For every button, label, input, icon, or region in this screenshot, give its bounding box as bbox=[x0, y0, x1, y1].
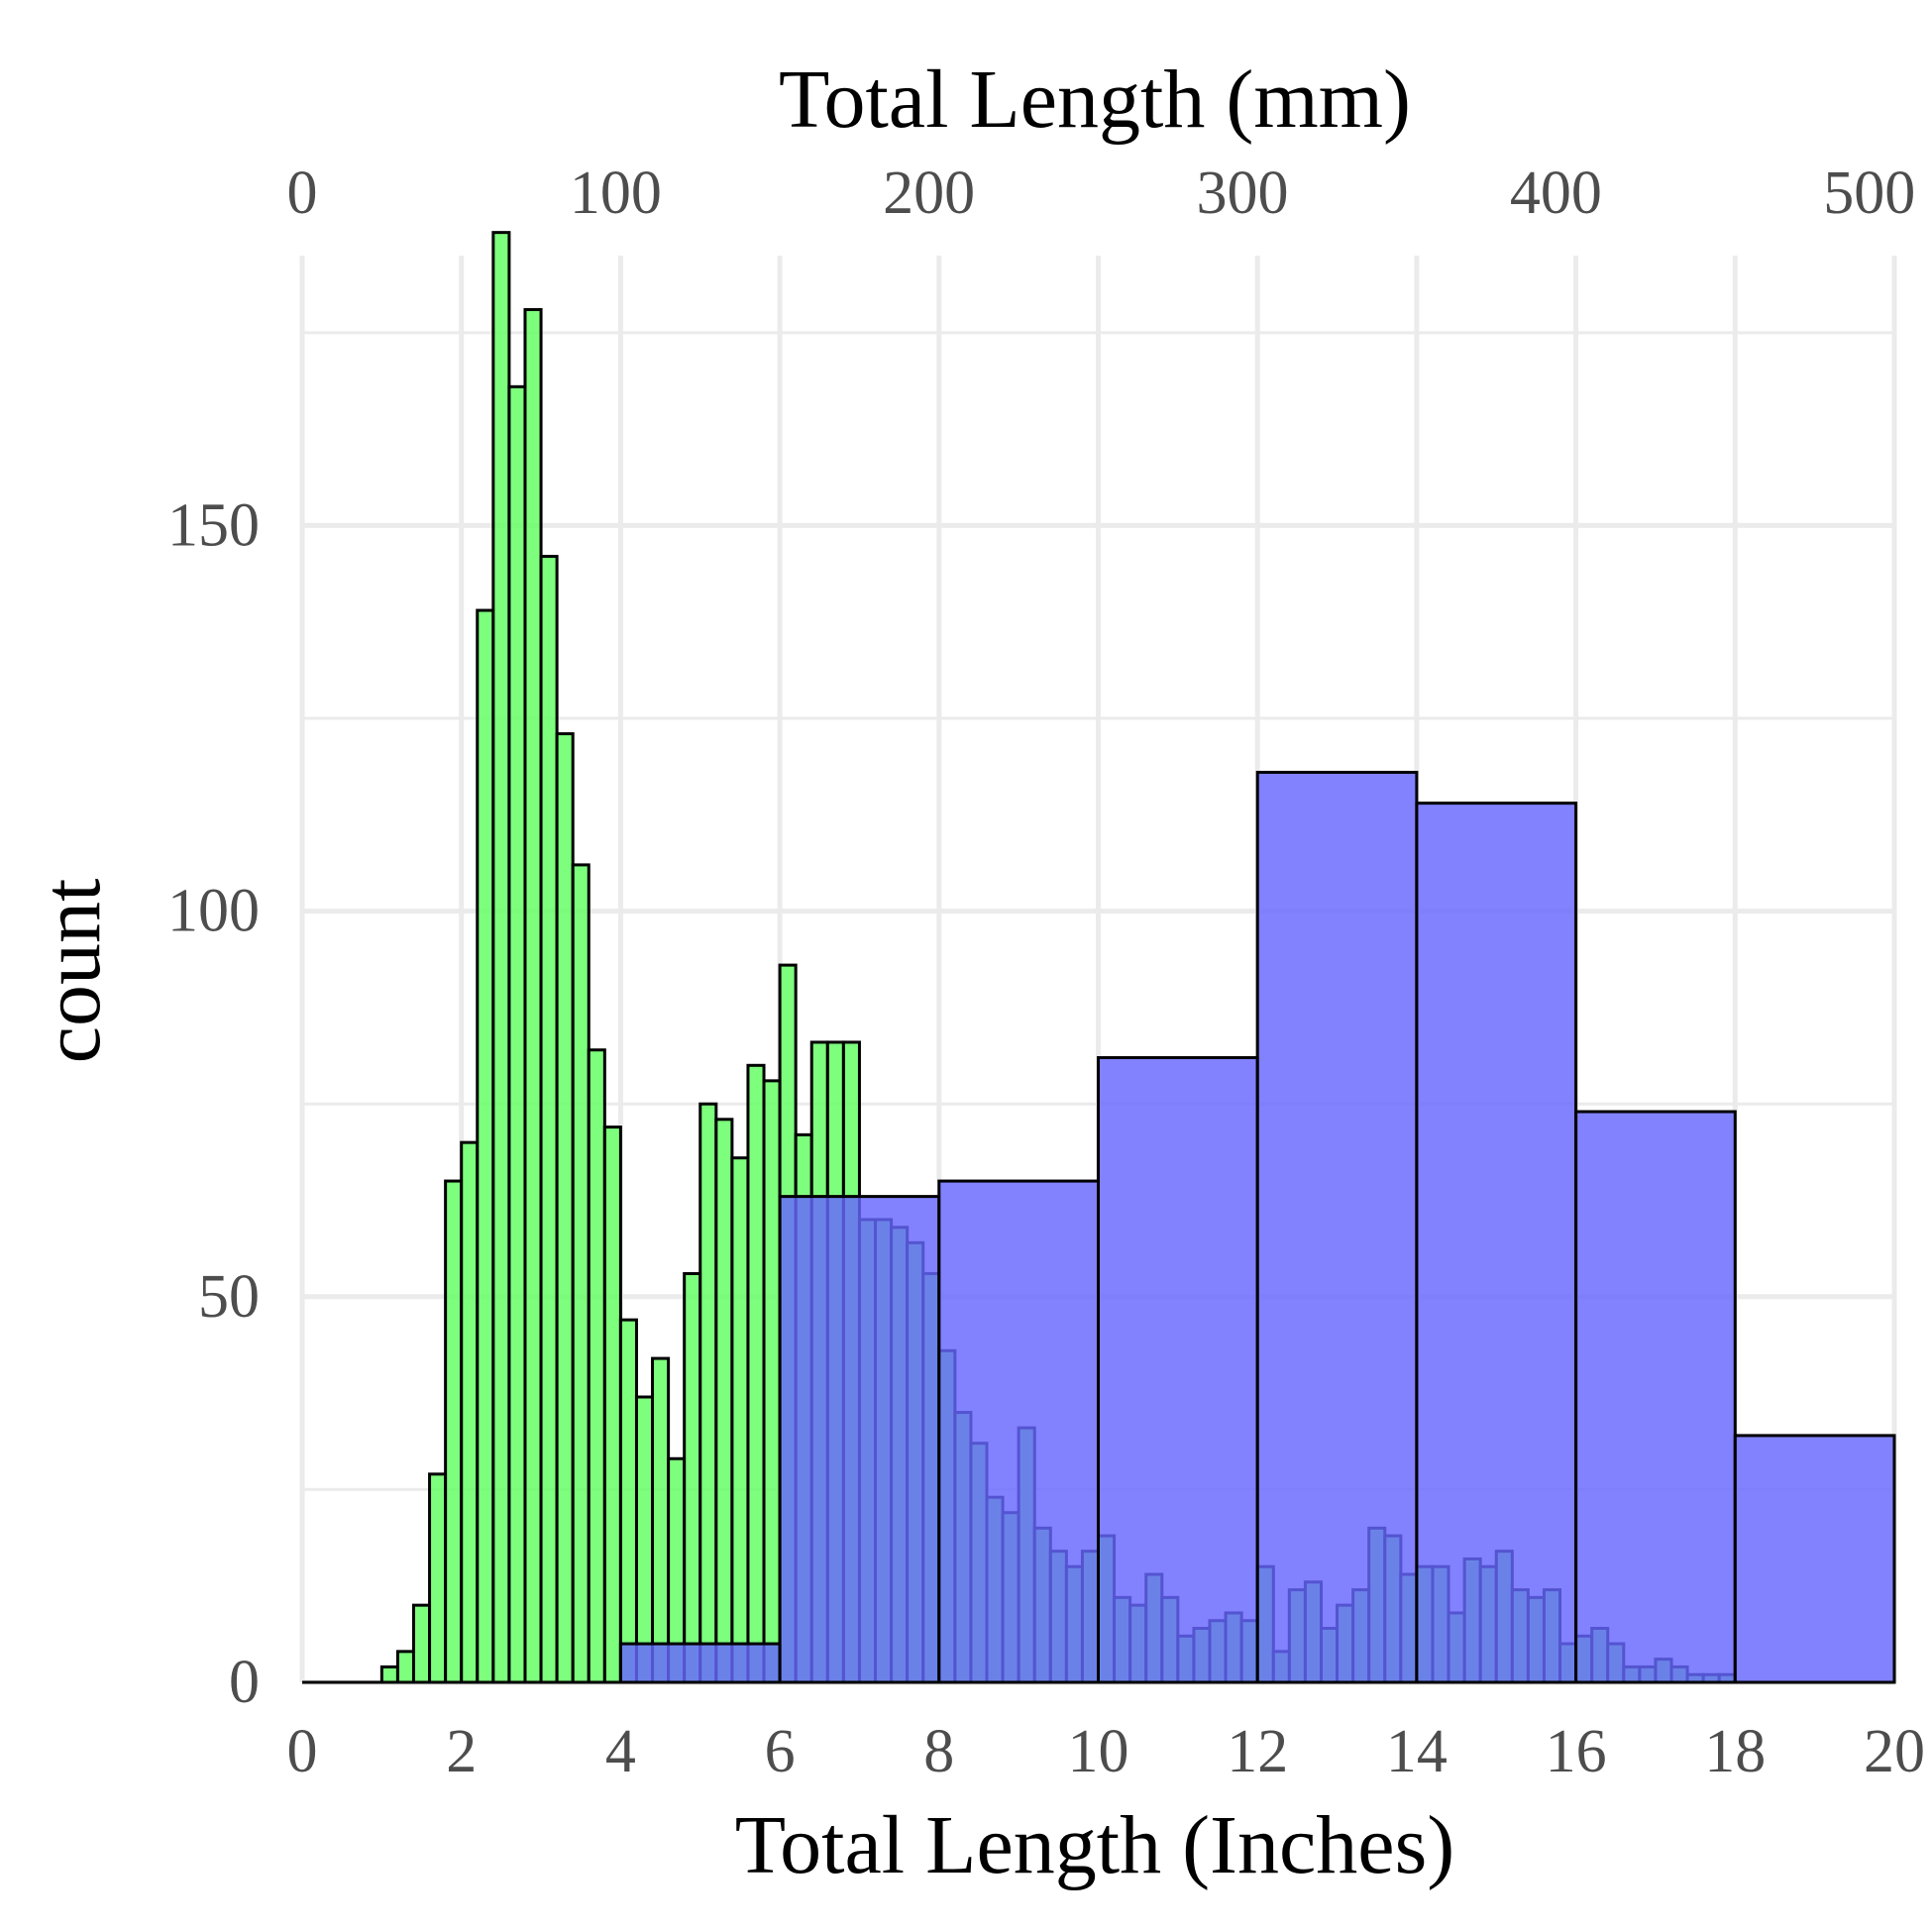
coarse-bar bbox=[618, 1642, 782, 1684]
x-tick-label: 12 bbox=[1227, 1718, 1288, 1785]
fine-bar bbox=[762, 1079, 782, 1684]
top-tick-label: 0 bbox=[287, 160, 318, 227]
x-tick-label: 18 bbox=[1704, 1718, 1766, 1785]
fine-bar bbox=[618, 1318, 638, 1684]
fine-bar bbox=[634, 1395, 655, 1684]
fine-bar bbox=[730, 1156, 750, 1684]
coarse-bar bbox=[937, 1179, 1100, 1684]
fine-bar bbox=[539, 555, 559, 1684]
fine-bar bbox=[714, 1118, 734, 1684]
fine-bar bbox=[698, 1102, 718, 1684]
fine-bar bbox=[587, 1048, 606, 1684]
coarse-bar bbox=[778, 1195, 941, 1684]
fine-bar bbox=[507, 384, 527, 1684]
fine-bar bbox=[683, 1271, 702, 1684]
x-tick-label: 10 bbox=[1068, 1718, 1129, 1785]
fine-bar bbox=[476, 608, 495, 1684]
coarse-bin-bars bbox=[618, 771, 1896, 1684]
fine-bar bbox=[411, 1603, 432, 1684]
fine-bar bbox=[555, 732, 575, 1684]
fine-bar bbox=[746, 1063, 766, 1684]
x-axis-tick-labels: 0 2 4 6 8 10 12 14 16 18 20 bbox=[287, 1718, 1926, 1785]
top-tick-label: 400 bbox=[1510, 160, 1602, 227]
fine-bar bbox=[491, 231, 511, 1684]
y-axis-tick-labels: 0 50 100 150 bbox=[167, 491, 260, 1716]
fine-bar bbox=[651, 1356, 671, 1684]
top-tick-label: 300 bbox=[1197, 160, 1289, 227]
coarse-bar bbox=[1097, 1056, 1259, 1684]
top-tick-label: 200 bbox=[883, 160, 975, 227]
fine-bar bbox=[428, 1472, 448, 1684]
x-tick-label: 2 bbox=[446, 1718, 477, 1785]
fine-bar bbox=[571, 863, 590, 1684]
top-axis-tick-labels: 0 100 200 300 400 500 bbox=[287, 160, 1916, 227]
coarse-bar bbox=[1733, 1434, 1896, 1684]
fine-bar bbox=[444, 1179, 464, 1684]
x-tick-label: 20 bbox=[1864, 1718, 1925, 1785]
coarse-bar bbox=[1574, 1110, 1737, 1684]
top-axis-title: Total Length (mm) bbox=[779, 54, 1411, 146]
top-tick-label: 500 bbox=[1823, 160, 1915, 227]
x-tick-label: 0 bbox=[287, 1718, 318, 1785]
x-tick-label: 16 bbox=[1546, 1718, 1607, 1785]
coarse-bar bbox=[1415, 802, 1578, 1684]
y-axis-title: count bbox=[26, 879, 118, 1064]
fine-bar bbox=[602, 1126, 622, 1684]
x-axis-title: Total Length (Inches) bbox=[735, 1799, 1455, 1891]
fine-bar bbox=[523, 307, 543, 1684]
x-tick-label: 8 bbox=[923, 1718, 954, 1785]
x-tick-label: 6 bbox=[765, 1718, 796, 1785]
y-tick-label: 0 bbox=[229, 1649, 260, 1716]
y-tick-label: 100 bbox=[167, 878, 260, 945]
coarse-bar bbox=[1255, 771, 1419, 1684]
x-tick-label: 4 bbox=[605, 1718, 636, 1785]
y-tick-label: 150 bbox=[167, 491, 260, 559]
fine-bar bbox=[460, 1140, 480, 1684]
fine-bar bbox=[395, 1650, 415, 1684]
y-tick-label: 50 bbox=[198, 1263, 260, 1331]
fine-bar bbox=[379, 1664, 399, 1684]
top-tick-label: 100 bbox=[570, 160, 662, 227]
x-tick-label: 14 bbox=[1386, 1718, 1448, 1785]
